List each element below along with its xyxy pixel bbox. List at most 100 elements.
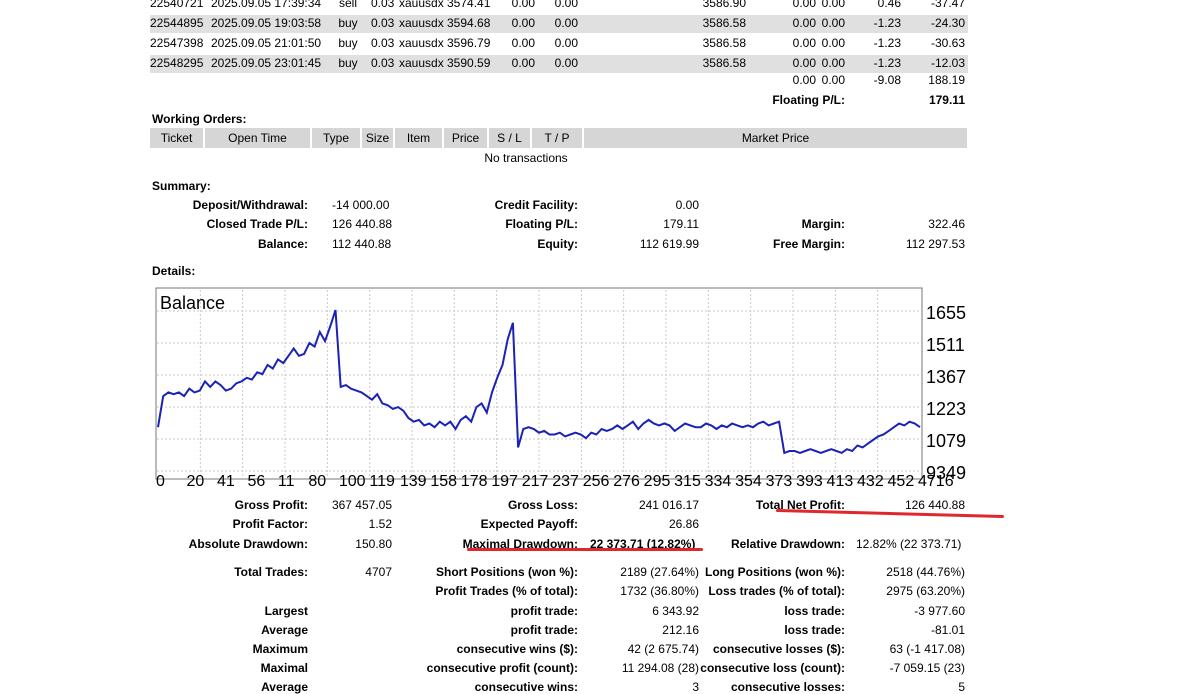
balance-chart: Balance 1655 1511 1367 1223 1079 9349 0 20 41 56…	[155, 287, 966, 487]
closed-pl-label: Closed Trade P/L:	[206, 217, 308, 231]
position-ticket-cell: 22544895	[150, 16, 204, 30]
position-time-cell: 2025.09.05 23:01:45	[211, 56, 322, 70]
position-time-cell: 2025.09.05 19:03:58	[211, 16, 322, 30]
summary-floating-value: 179.11	[663, 217, 699, 231]
x-tick-label: 413	[827, 473, 854, 487]
stat-gross-loss-label: Gross Loss:	[507, 498, 578, 512]
stat-total-trades-label: Total Trades:	[234, 565, 308, 579]
position-size-cell: 0.03	[371, 16, 395, 30]
position-profit-cell: -24.30	[930, 16, 965, 30]
stat-gross-loss: 241 016.17	[638, 498, 699, 512]
summary-title: Summary:	[152, 179, 211, 193]
stat-largest-profit-label: profit trade:	[510, 604, 578, 618]
position-swap-cell: 0.46	[877, 0, 901, 10]
stat-profit-factor-label: Profit Factor:	[232, 517, 308, 531]
deposit-label: Deposit/Withdrawal:	[192, 198, 308, 212]
stat-loss-trades: 2975 (63.20%)	[886, 584, 965, 598]
working-orders-col-6: S / L	[489, 128, 531, 148]
x-tick-label: 432	[857, 473, 884, 487]
credit-label: Credit Facility:	[494, 198, 578, 212]
x-tick-label: 139	[400, 473, 427, 487]
x-tick-label: 354	[735, 473, 762, 487]
balance-value: 112 440.88	[332, 237, 392, 251]
stat-profit-trades: 1732 (36.80%)	[620, 584, 699, 598]
x-tick-label: 158	[430, 473, 457, 487]
stat-average2-label: Average	[261, 680, 308, 694]
x-tick-label: 178	[461, 473, 488, 487]
position-profit-cell: -37.47	[930, 0, 965, 10]
stat-maximal-label: Maximal	[260, 661, 308, 675]
free-margin-value: 112 297.53	[905, 237, 965, 251]
y-tick-label: 1079	[926, 431, 966, 451]
position-item-cell: xauusdx	[399, 16, 444, 30]
position-profit-cell: -30.63	[930, 36, 965, 50]
stat-max-dd-label: Maximal Drawdown:	[462, 537, 578, 551]
floating-pl-value: 179.11	[928, 93, 965, 107]
working-orders-col-4: Item	[395, 128, 443, 148]
details-title: Details:	[152, 264, 196, 278]
position-sl-cell: 0.00	[511, 36, 535, 50]
working-orders-col-3: Size	[362, 128, 394, 148]
stat-largest-loss: -3 977.60	[914, 604, 965, 618]
working-orders-col-8: Market Price	[584, 128, 968, 148]
x-tick-label: 100	[339, 473, 366, 487]
balance-label: Balance:	[257, 237, 308, 251]
position-ticket-cell: 22548295	[150, 56, 204, 70]
stat-rel-dd-label: Relative Drawdown:	[730, 537, 845, 551]
credit-value: 0.00	[675, 198, 699, 212]
position-size-cell: 0.03	[371, 36, 395, 50]
table-row	[150, 55, 968, 73]
stat-avg-wins: 3	[692, 680, 699, 694]
stat-profit-factor: 1.52	[368, 517, 392, 531]
working-orders-title: Working Orders:	[152, 112, 247, 126]
position-ticket-cell: 22540721	[150, 0, 204, 10]
table-row	[150, 15, 968, 33]
total-profit: 188.19	[928, 73, 965, 87]
total-swap: -9.08	[873, 73, 901, 87]
equity-label: Equity:	[537, 237, 578, 251]
stat-expected-payoff: 26.86	[668, 517, 699, 531]
stat-abs-dd-label: Absolute Drawdown:	[188, 537, 308, 551]
margin-value: 322.46	[928, 217, 965, 231]
stat-total-trades: 4707	[365, 565, 392, 579]
stat-avg-losses: 5	[958, 680, 965, 694]
position-taxes-cell: 0.00	[821, 16, 845, 30]
stat-max-wins: 42 (2 675.74)	[627, 642, 699, 656]
position-type-cell: buy	[338, 56, 358, 70]
annotation-underline-max-drawdown	[467, 548, 703, 551]
x-tick-label: 452	[888, 473, 915, 487]
stat-gross-profit: 367 457.05	[331, 498, 392, 512]
position-swap-cell: -1.23	[873, 36, 901, 50]
summary-floating-label: Floating P/L:	[505, 217, 578, 231]
total-commission: 0.00	[792, 73, 816, 87]
stat-max-dd: 22 373.71 (12.82%)	[590, 537, 696, 551]
stat-maximum-label: Maximum	[252, 642, 308, 656]
no-transactions: No transactions	[484, 151, 568, 165]
position-comm-cell: 0.00	[792, 0, 816, 10]
position-market-cell: 3586.58	[702, 36, 746, 50]
stat-max-losses-label: consecutive losses ($):	[712, 642, 845, 656]
stat-maximal-profit-label: consecutive profit (count):	[426, 661, 578, 675]
stat-expected-payoff-label: Expected Payoff:	[480, 517, 578, 531]
position-sl-cell: 0.00	[511, 16, 535, 30]
stat-avg-losses-label: consecutive losses:	[730, 680, 845, 694]
y-tick-label: 9349	[926, 463, 966, 483]
position-tp-cell: 0.00	[554, 16, 578, 30]
x-tick-label: 276	[613, 473, 640, 487]
position-market-cell: 3586.58	[702, 56, 746, 70]
working-orders-col-2: Type	[312, 128, 361, 148]
position-size-cell: 0.03	[371, 0, 395, 10]
position-tp-cell: 0.00	[554, 56, 578, 70]
position-ticket-cell: 22547398	[150, 36, 204, 50]
position-taxes-cell: 0.00	[821, 56, 845, 70]
x-tick-label: 315	[674, 473, 701, 487]
position-swap-cell: -1.23	[873, 56, 901, 70]
position-time-cell: 2025.09.05 17:39:34	[211, 0, 322, 10]
position-sl-cell: 0.00	[511, 56, 535, 70]
working-orders-col-0: Ticket	[150, 128, 204, 148]
y-tick-label: 1655	[926, 303, 966, 323]
stat-gross-profit-label: Gross Profit:	[234, 498, 308, 512]
position-tp-cell: 0.00	[554, 0, 578, 10]
floating-pl-label: Floating P/L:	[772, 93, 845, 107]
x-tick-label: 373	[766, 473, 793, 487]
